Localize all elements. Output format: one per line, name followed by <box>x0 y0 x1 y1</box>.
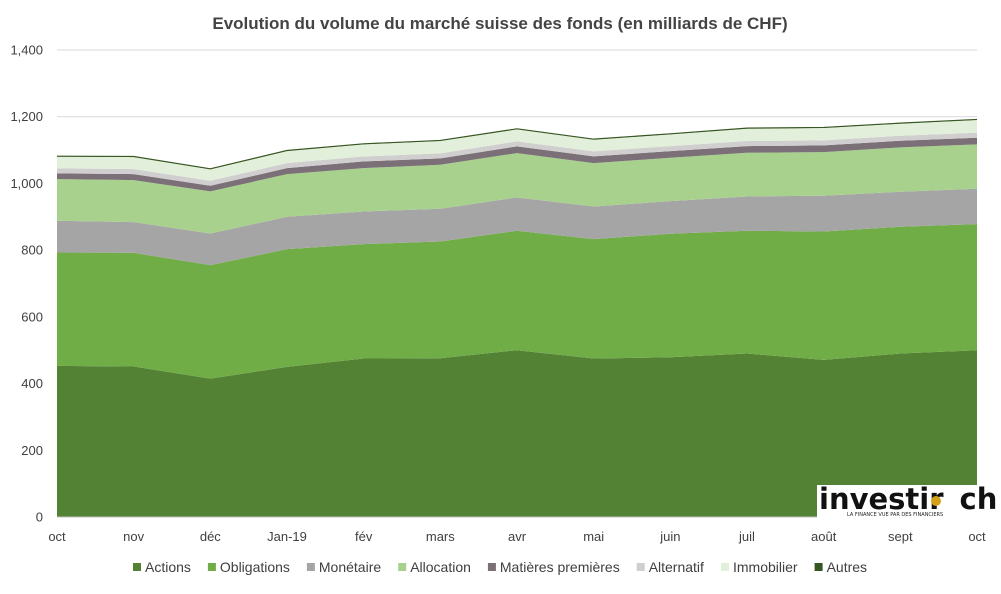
area-series-3 <box>57 144 977 234</box>
y-tick-label: 0 <box>36 510 43 525</box>
x-tick-label: mai <box>583 529 604 544</box>
area-series-2 <box>57 188 977 266</box>
legend-entry: Immobilier <box>721 559 798 575</box>
legend-entry: Obligations <box>207 559 290 575</box>
legend-label: Matières premières <box>500 559 620 575</box>
legend-label: Obligations <box>220 559 290 575</box>
investir-logo: investir ch LA FINANCE VUE PAR DES FINANC… <box>817 482 997 518</box>
y-tick-label: 800 <box>21 243 43 258</box>
legend-swatch <box>487 563 496 571</box>
area-series-4 <box>57 137 977 192</box>
legend-swatch <box>721 563 729 571</box>
y-tick-labels: 0 200 400 600 800 1,000 1,200 1,400 <box>10 43 43 525</box>
legend-entry: Actions <box>133 559 191 575</box>
x-tick-label: juin <box>659 529 680 544</box>
x-tick-label: avr <box>508 529 527 544</box>
area-series-0 <box>57 350 977 517</box>
x-tick-label: sept <box>888 529 913 544</box>
legend-swatch <box>398 563 407 571</box>
logo-star-icon <box>931 496 941 506</box>
legend-swatch <box>814 563 823 571</box>
logo-background <box>817 485 977 518</box>
x-tick-label: oct <box>48 529 66 544</box>
area-series <box>56 118 978 517</box>
legend-label: Autres <box>827 559 867 575</box>
area-series-5 <box>57 132 977 186</box>
y-tick-label: 1,000 <box>10 176 43 191</box>
logo-wordmark: investir ch <box>819 482 997 516</box>
legend-swatch <box>636 563 645 571</box>
legend-label: Allocation <box>410 559 471 575</box>
chart-title: Evolution du volume du marché suisse des… <box>212 14 787 33</box>
x-tick-label: mars <box>426 529 455 544</box>
area-series-1 <box>57 224 977 379</box>
logo-tagline: LA FINANCE VUE PAR DES FINANCIERS <box>847 512 943 518</box>
y-tick-label: 1,400 <box>10 43 43 58</box>
legend-label: Alternatif <box>649 559 704 575</box>
x-tick-label: Jan-19 <box>267 529 307 544</box>
x-tick-label: oct <box>968 529 986 544</box>
x-tick-label: août <box>811 529 837 544</box>
x-tick-label: nov <box>123 529 144 544</box>
legend-label: Monétaire <box>319 559 381 575</box>
y-tick-label: 200 <box>21 443 43 458</box>
x-tick-label: fév <box>355 529 373 544</box>
x-tick-labels: oct nov déc Jan-19 fév mars avr mai juin juil août… <box>48 529 986 544</box>
legend-label: Actions <box>145 559 191 575</box>
legend: Actions Obligations Monétaire Allocation Mat… <box>133 559 867 575</box>
legend-swatch <box>306 563 315 571</box>
legend-entry: Allocation <box>398 559 471 575</box>
x-tick-label: juil <box>738 529 755 544</box>
legend-swatch <box>133 563 141 571</box>
legend-entry: Monétaire <box>306 559 381 575</box>
y-tick-label: 600 <box>21 309 43 324</box>
legend-entry: Alternatif <box>636 559 704 575</box>
legend-label: Immobilier <box>733 559 798 575</box>
legend-swatch <box>207 563 216 571</box>
x-tick-label: déc <box>200 529 221 544</box>
total-outline <box>56 118 978 170</box>
legend-entry: Matières premières <box>487 559 620 575</box>
y-tick-label: 400 <box>21 376 43 391</box>
legend-entry: Autres <box>814 559 867 575</box>
area-series-6 <box>57 120 977 181</box>
y-tick-label: 1,200 <box>10 109 43 124</box>
